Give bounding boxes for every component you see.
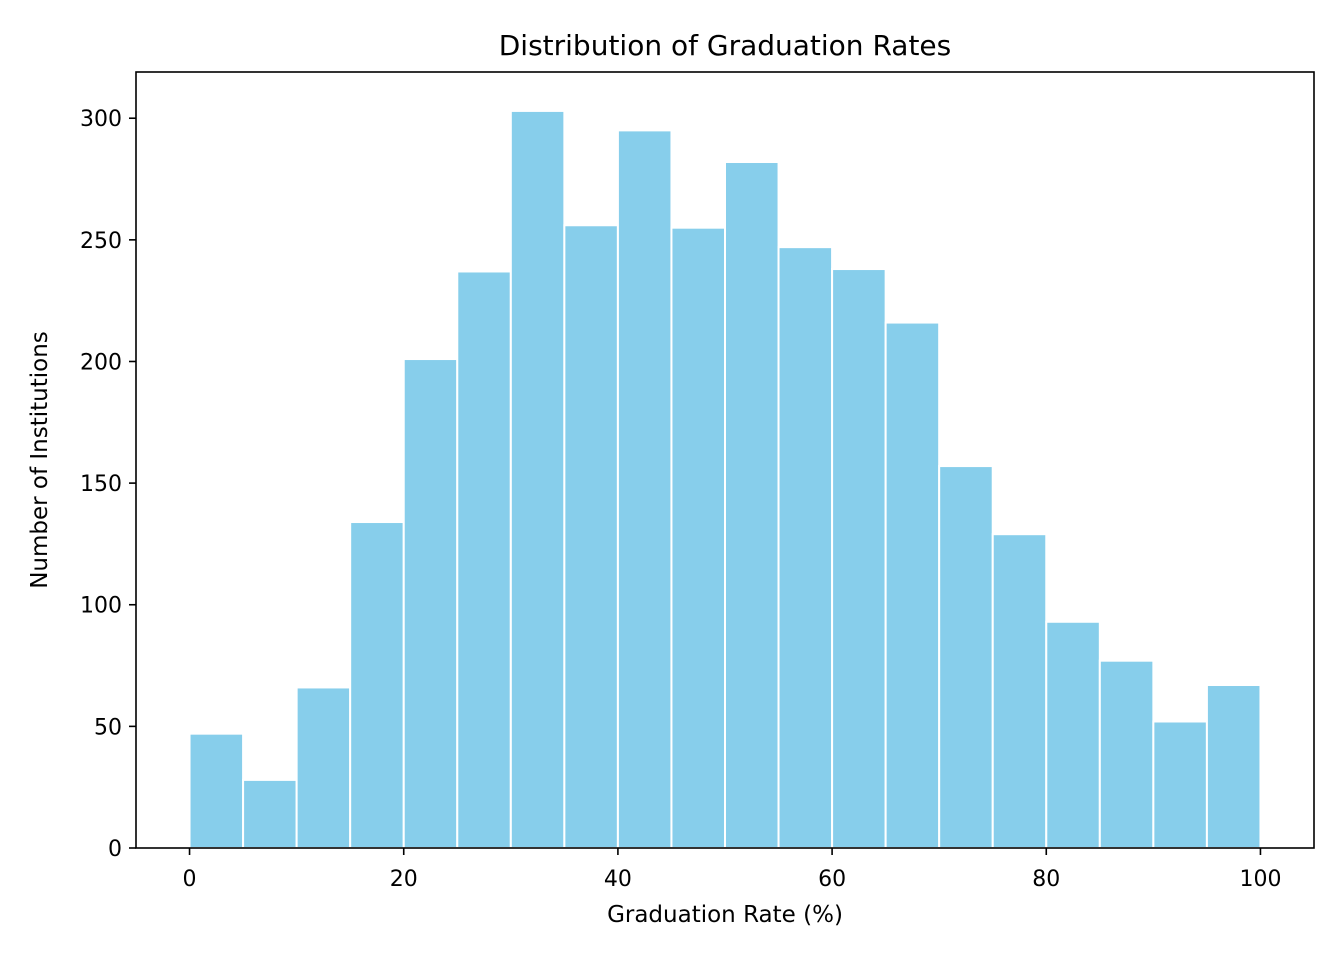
histogram-bar [1205, 684, 1262, 850]
histogram-bar [670, 226, 726, 849]
y-tick-label: 300 [80, 107, 122, 132]
histogram-bar [402, 358, 459, 849]
x-tick-label: 40 [604, 867, 632, 892]
histogram-bar [1045, 620, 1101, 849]
y-tick-label: 200 [80, 350, 122, 375]
histogram-bar [188, 732, 245, 850]
histogram-bar [938, 465, 994, 849]
histogram-bar [616, 129, 673, 849]
histogram-bar [456, 270, 512, 850]
chart-title: Distribution of Graduation Rates [499, 29, 952, 62]
histogram-bar [349, 521, 405, 850]
histogram-bar [1152, 720, 1208, 849]
y-tick-label: 100 [80, 594, 122, 619]
y-axis-ticks: 0 50 100 150 200 250 300 [80, 107, 136, 862]
x-tick-label: 0 [183, 867, 197, 892]
x-axis-ticks: 0 20 40 60 80 100 [183, 848, 1281, 892]
x-tick-label: 100 [1239, 867, 1281, 892]
plot-frame [135, 71, 1315, 849]
histogram-bar [1098, 659, 1155, 849]
x-tick-label: 20 [390, 867, 418, 892]
y-tick-label: 250 [80, 229, 122, 254]
y-axis-label: Number of Institutions [27, 331, 53, 589]
histogram-bar [295, 686, 352, 850]
x-tick-label: 60 [818, 867, 846, 892]
histogram-bar [884, 321, 941, 849]
x-axis-label: Graduation Rate (%) [607, 902, 843, 928]
y-tick-label: 150 [80, 472, 122, 497]
histogram-bar [563, 224, 619, 850]
histogram-bar [777, 246, 834, 849]
histogram-bar [724, 161, 780, 849]
bars-layer [188, 109, 1262, 850]
x-tick-label: 80 [1032, 867, 1060, 892]
histogram-bar [991, 533, 1048, 849]
y-tick-label: 50 [94, 715, 122, 740]
histogram-bar [509, 109, 566, 849]
histogram-bar [831, 268, 887, 849]
histogram-bar [242, 778, 298, 849]
y-tick-label: 0 [108, 837, 122, 862]
